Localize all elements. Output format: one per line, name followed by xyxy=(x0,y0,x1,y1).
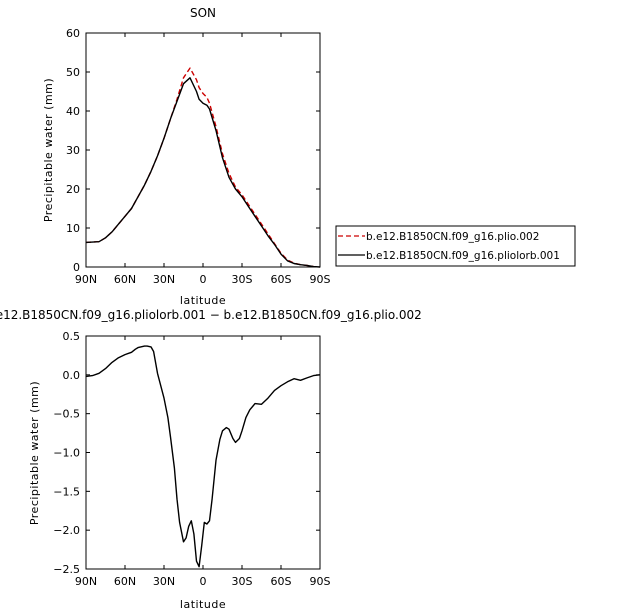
y-tick-label: −2.5 xyxy=(53,563,80,576)
x-tick-label: 60N xyxy=(114,575,136,588)
y-tick-label: 60 xyxy=(66,27,80,40)
legend: b.e12.B1850CN.f09_g16.plio.002 b.e12.B18… xyxy=(335,225,576,267)
top-chart: SON 0 10 20 30 40 50 60 90N 60N 30N 0 30S 60S 90S la… xyxy=(42,6,331,307)
series-line-2 xyxy=(85,77,321,268)
top-chart-series xyxy=(85,67,321,268)
y-tick-label: 40 xyxy=(66,105,80,118)
x-tick-label: 30S xyxy=(232,575,253,588)
y-tick-label: 10 xyxy=(66,222,80,235)
x-tick-label: 90N xyxy=(75,575,97,588)
x-tick-label: 60S xyxy=(271,273,292,286)
top-x-axis-title: latitude xyxy=(180,294,226,307)
x-tick-label: 90S xyxy=(310,273,331,286)
y-tick-label: 0.5 xyxy=(63,330,81,343)
top-plot-frame xyxy=(85,32,321,268)
legend-label-pliolorb: b.e12.B1850CN.f09_g16.pliolorb.001 xyxy=(366,250,560,262)
legend-label-plio: b.e12.B1850CN.f09_g16.plio.002 xyxy=(366,231,539,243)
y-tick-label: −1.0 xyxy=(53,447,80,460)
y-tick-label: 0.0 xyxy=(63,369,81,382)
top-y-axis-title: Precipitable water (mm) xyxy=(42,78,55,222)
x-tick-label: 60N xyxy=(114,273,136,286)
y-tick-label: 50 xyxy=(66,66,80,79)
bottom-y-axis-title: Precipitable water (mm) xyxy=(28,381,41,525)
bottom-x-axis: 90N 60N 30N 0 30S 60S 90S xyxy=(75,336,331,588)
y-tick-label: −1.5 xyxy=(53,485,80,498)
bottom-y-axis: −2.5 −2.0 −1.5 −1.0 −0.5 0.0 0.5 xyxy=(53,330,320,576)
y-tick-label: 30 xyxy=(66,144,80,157)
bottom-chart-series xyxy=(85,345,321,568)
top-chart-title: SON xyxy=(190,6,216,20)
top-y-axis: 0 10 20 30 40 50 60 xyxy=(66,27,320,274)
x-tick-label: 90N xyxy=(75,273,97,286)
x-tick-label: 30N xyxy=(153,575,175,588)
x-tick-label: 30N xyxy=(153,273,175,286)
legend-box xyxy=(335,225,576,267)
bottom-chart: b.e12.B1850CN.f09_g16.pliolorb.001 − b.e… xyxy=(0,308,422,611)
x-tick-label: 30S xyxy=(232,273,253,286)
bottom-chart-title: b.e12.B1850CN.f09_g16.pliolorb.001 − b.e… xyxy=(0,308,422,322)
y-tick-label: −0.5 xyxy=(53,408,80,421)
y-tick-label: −2.0 xyxy=(53,524,80,537)
series-line-1 xyxy=(85,67,321,268)
y-tick-label: 0 xyxy=(73,261,80,274)
x-tick-label: 60S xyxy=(271,575,292,588)
series-line-1 xyxy=(85,345,321,568)
x-tick-label: 0 xyxy=(200,575,207,588)
bottom-x-axis-title: latitude xyxy=(180,598,226,611)
x-tick-label: 90S xyxy=(310,575,331,588)
y-tick-label: 20 xyxy=(66,183,80,196)
x-tick-label: 0 xyxy=(200,273,207,286)
top-x-axis: 90N 60N 30N 0 30S 60S 90S xyxy=(75,33,331,286)
